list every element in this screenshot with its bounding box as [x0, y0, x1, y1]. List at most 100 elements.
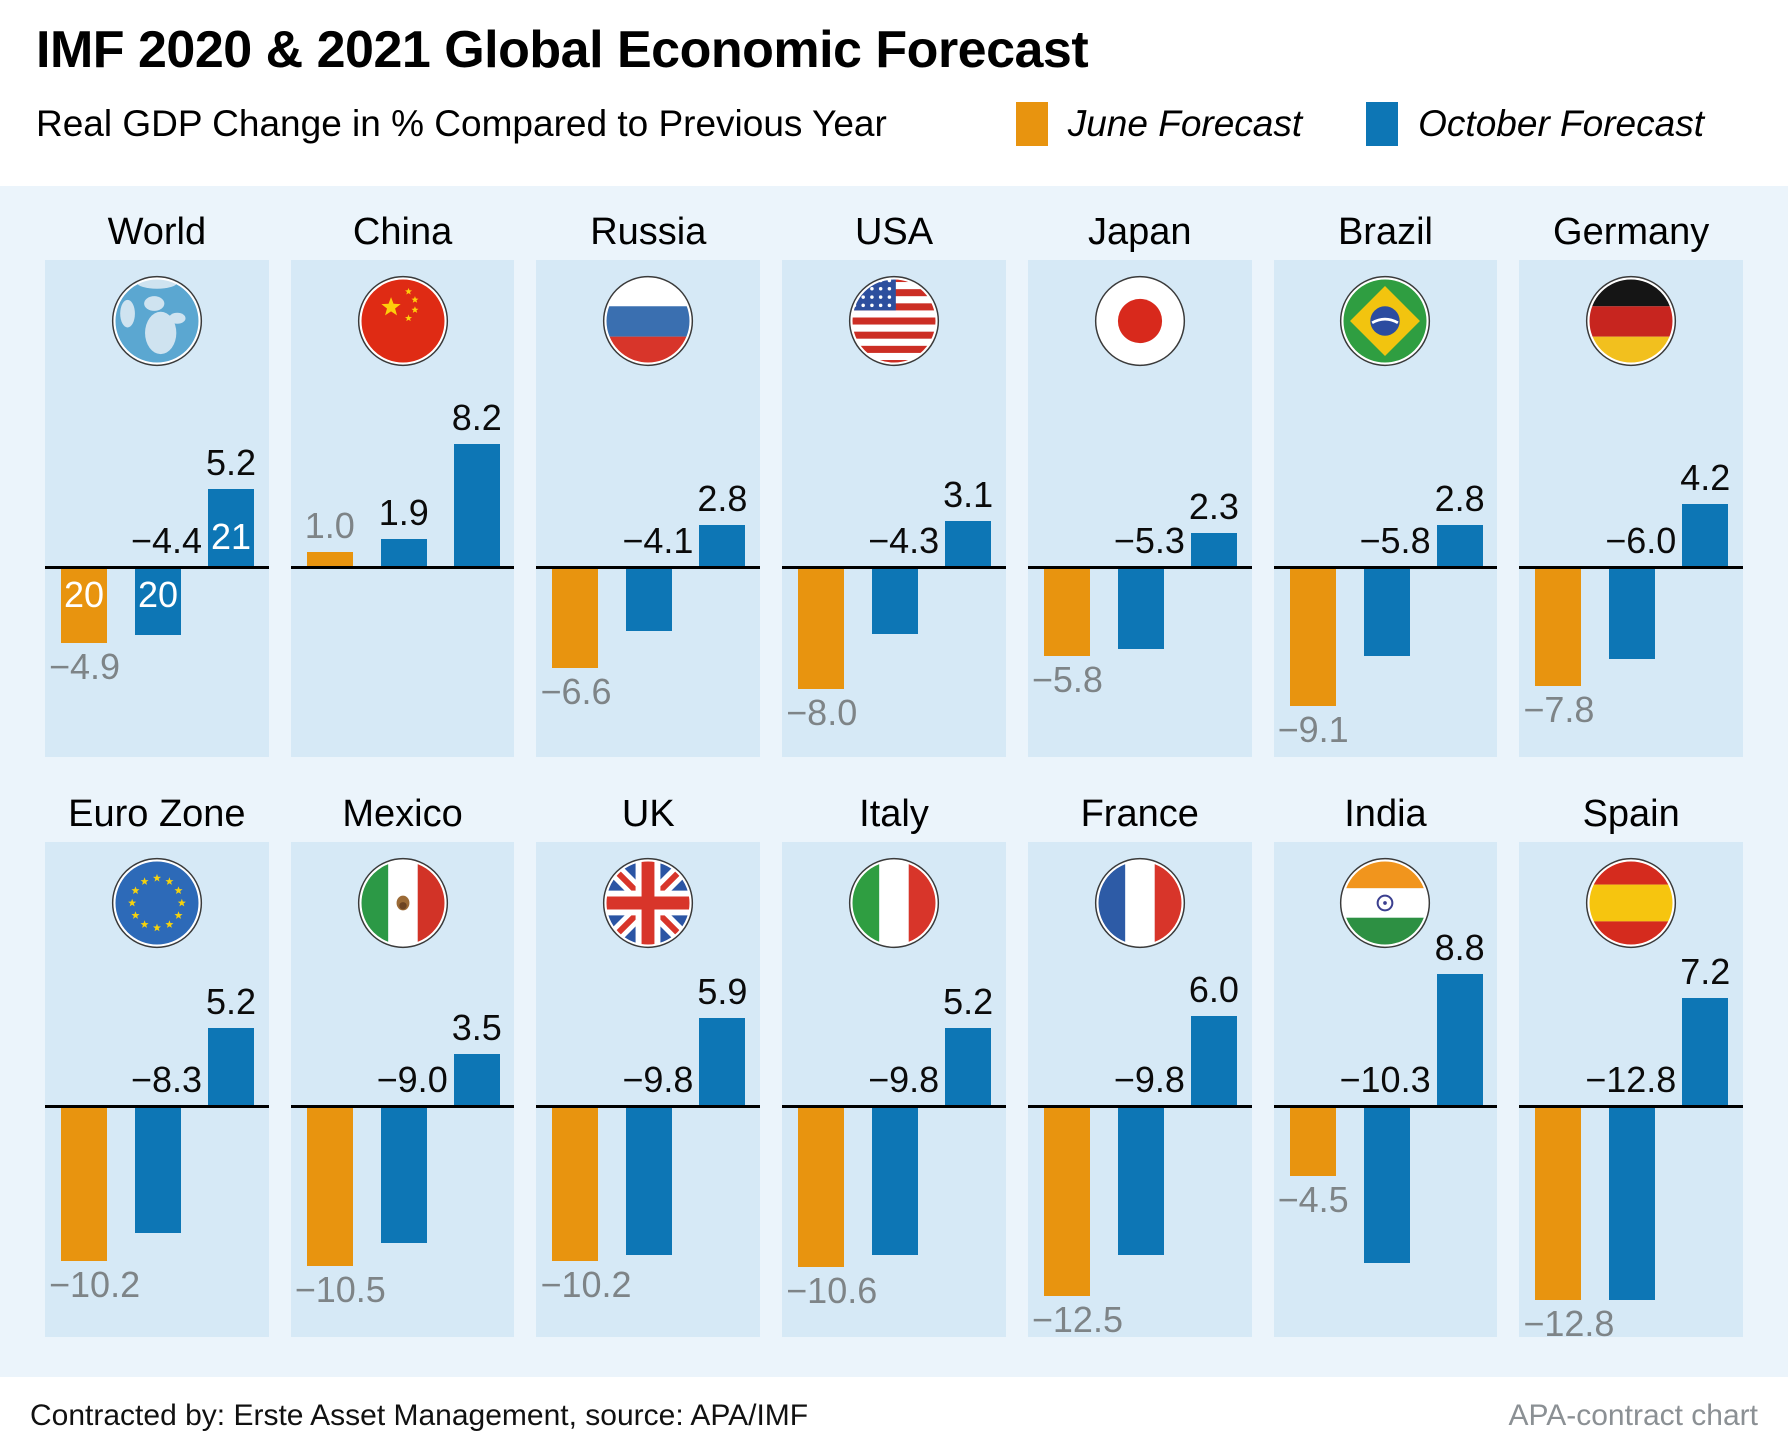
- panel-euro-zone: −10.2 −8.3 5.2: [45, 842, 269, 1337]
- bar-year-label: 21: [210, 516, 252, 557]
- zero-axis-line: [782, 566, 1006, 569]
- zero-axis-line: [1027, 566, 1252, 569]
- legend-label-october: October Forecast: [1418, 103, 1704, 144]
- bar-june-2020: [1535, 1108, 1582, 1300]
- value-label-october-2020: 1.9: [378, 491, 429, 533]
- bar-june-2020: [552, 1108, 599, 1261]
- bar-october-2021: [945, 520, 992, 567]
- bar-october-2021: [1190, 1016, 1237, 1106]
- bar-october-2021: [1682, 504, 1729, 567]
- panel-china: 1.0 1.9 8.2: [290, 260, 515, 757]
- value-label-october-2021: 5.2: [205, 442, 257, 483]
- panel-title-usa: USA: [854, 211, 934, 253]
- footer-credit: Contracted by: Erste Asset Management, s…: [30, 1399, 809, 1432]
- panel-title-mexico: Mexico: [342, 793, 463, 835]
- panel-spain: −12.8 −12.8 7.2: [1519, 842, 1744, 1344]
- flag-world-icon: [111, 275, 202, 367]
- zero-axis-line: [536, 1105, 761, 1108]
- panel-block-india: India −4.5 −10.3 8.8: [1273, 768, 1498, 1337]
- zero-axis-line: [1519, 1105, 1744, 1108]
- zero-axis-line: [1027, 1105, 1252, 1108]
- panel-block-mexico: Mexico −10.5 −9.0 3.5: [290, 768, 515, 1337]
- panel-title-uk: UK: [621, 793, 675, 835]
- value-label-october-2021: 7.2: [1680, 951, 1731, 992]
- panel-block-usa: USA −8.0 −4.3 3.1: [782, 186, 1006, 757]
- bar-october-2021: [453, 444, 500, 567]
- panel-block-brazil: Brazil −9.1 −5.8 2.8: [1273, 186, 1498, 757]
- bar-october-2020: [872, 569, 919, 634]
- value-label-june-2020: −4.5: [1277, 1178, 1349, 1220]
- panel-block-spain: Spain −12.8 −12.8 7.2: [1519, 768, 1744, 1344]
- value-label-june-2020: −8.0: [786, 692, 858, 733]
- bar-june-2020: [552, 569, 599, 668]
- footer-brand: APA-contract chart: [1508, 1399, 1758, 1432]
- value-label-october-2020: −4.4: [130, 520, 202, 561]
- legend-item-june: June Forecast: [1015, 102, 1302, 146]
- bar-october-2020: [626, 569, 673, 631]
- bar-october-2020: [626, 1108, 673, 1255]
- panel-title-japan: Japan: [1087, 211, 1192, 253]
- flag-india-icon: [1340, 857, 1431, 949]
- bar-june-2020: [798, 1108, 845, 1267]
- zero-axis-line: [1519, 566, 1744, 569]
- bar-october-2020: [1117, 569, 1164, 649]
- bar-october-2020: [1609, 569, 1656, 659]
- panel-india: −4.5 −10.3 8.8: [1273, 842, 1498, 1337]
- panel-block-euro-zone: Euro Zone −10.2 −8.3 5.2: [45, 768, 269, 1337]
- bar-october-2021: [208, 489, 254, 567]
- value-label-june-2020: −10.2: [540, 1264, 632, 1305]
- legend: June Forecast October Forecast: [1015, 102, 1704, 146]
- bar-october-2021: [453, 1053, 500, 1106]
- legend-item-october: October Forecast: [1366, 102, 1704, 146]
- bar-october-2021: [208, 1028, 254, 1106]
- value-label-june-2020: −4.9: [49, 645, 121, 687]
- chart-area: World −4.9 20 −4.4 20 5.2 21 China 1.0 1.9 8.2 Russ…: [0, 186, 1788, 1377]
- zero-axis-line: [1273, 566, 1498, 569]
- value-label-october-2020: −5.8: [1359, 520, 1431, 561]
- panel-japan: −5.8 −5.3 2.3: [1027, 260, 1252, 757]
- bar-october-2021: [1682, 998, 1729, 1106]
- zero-axis-line: [782, 1105, 1006, 1108]
- bar-june-2020: [61, 1108, 107, 1261]
- value-label-october-2020: −12.8: [1585, 1059, 1677, 1100]
- value-label-october-2021: 8.8: [1434, 927, 1485, 968]
- bar-june-2020: [1043, 569, 1090, 656]
- value-label-october-2020: −10.3: [1339, 1059, 1431, 1100]
- panel-title-brazil: Brazil: [1337, 211, 1433, 253]
- panel-title-italy: Italy: [859, 793, 929, 835]
- value-label-october-2020: −8.3: [130, 1059, 202, 1100]
- bar-october-2020: [1363, 1108, 1410, 1263]
- value-label-october-2021: 8.2: [451, 397, 502, 438]
- panel-block-france: France −12.5 −9.8 6.0: [1027, 768, 1252, 1340]
- zero-axis-line: [1273, 1105, 1498, 1108]
- panel-title-euro-zone: Euro Zone: [68, 793, 246, 835]
- value-label-october-2021: 3.5: [451, 1006, 502, 1048]
- value-label-june-2020: −10.2: [49, 1264, 141, 1305]
- value-label-october-2021: 5.9: [697, 970, 748, 1012]
- panel-usa: −8.0 −4.3 3.1: [782, 260, 1006, 757]
- value-label-june-2020: −7.8: [1523, 689, 1595, 730]
- bar-october-2020: [1363, 569, 1410, 656]
- value-label-june-2020: −5.8: [1031, 659, 1103, 700]
- value-label-october-2021: 5.2: [205, 981, 257, 1022]
- value-label-october-2020: −4.3: [868, 520, 940, 561]
- bar-june-2020: [61, 569, 107, 643]
- value-label-october-2021: 3.1: [943, 473, 994, 515]
- panel-title-spain: Spain: [1582, 793, 1680, 835]
- panel-block-germany: Germany −7.8 −6.0 4.2: [1519, 186, 1744, 757]
- panel-title-germany: Germany: [1553, 211, 1710, 253]
- value-label-june-2020: −12.5: [1031, 1298, 1123, 1340]
- panel-germany: −7.8 −6.0 4.2: [1519, 260, 1744, 757]
- bar-october-2020: [872, 1108, 919, 1255]
- bar-october-2021: [1436, 974, 1483, 1106]
- bar-june-2020: [1289, 1108, 1336, 1176]
- flag-mexico-icon: [357, 857, 448, 949]
- flag-usa-icon: [848, 275, 940, 367]
- value-label-october-2020: −5.3: [1113, 520, 1185, 561]
- zero-axis-line: [290, 566, 515, 569]
- bar-june-2020: [1043, 1108, 1090, 1296]
- bar-october-2020: [380, 538, 427, 567]
- value-label-june-2020: 1.0: [304, 505, 355, 546]
- bar-june-2020: [1535, 569, 1582, 686]
